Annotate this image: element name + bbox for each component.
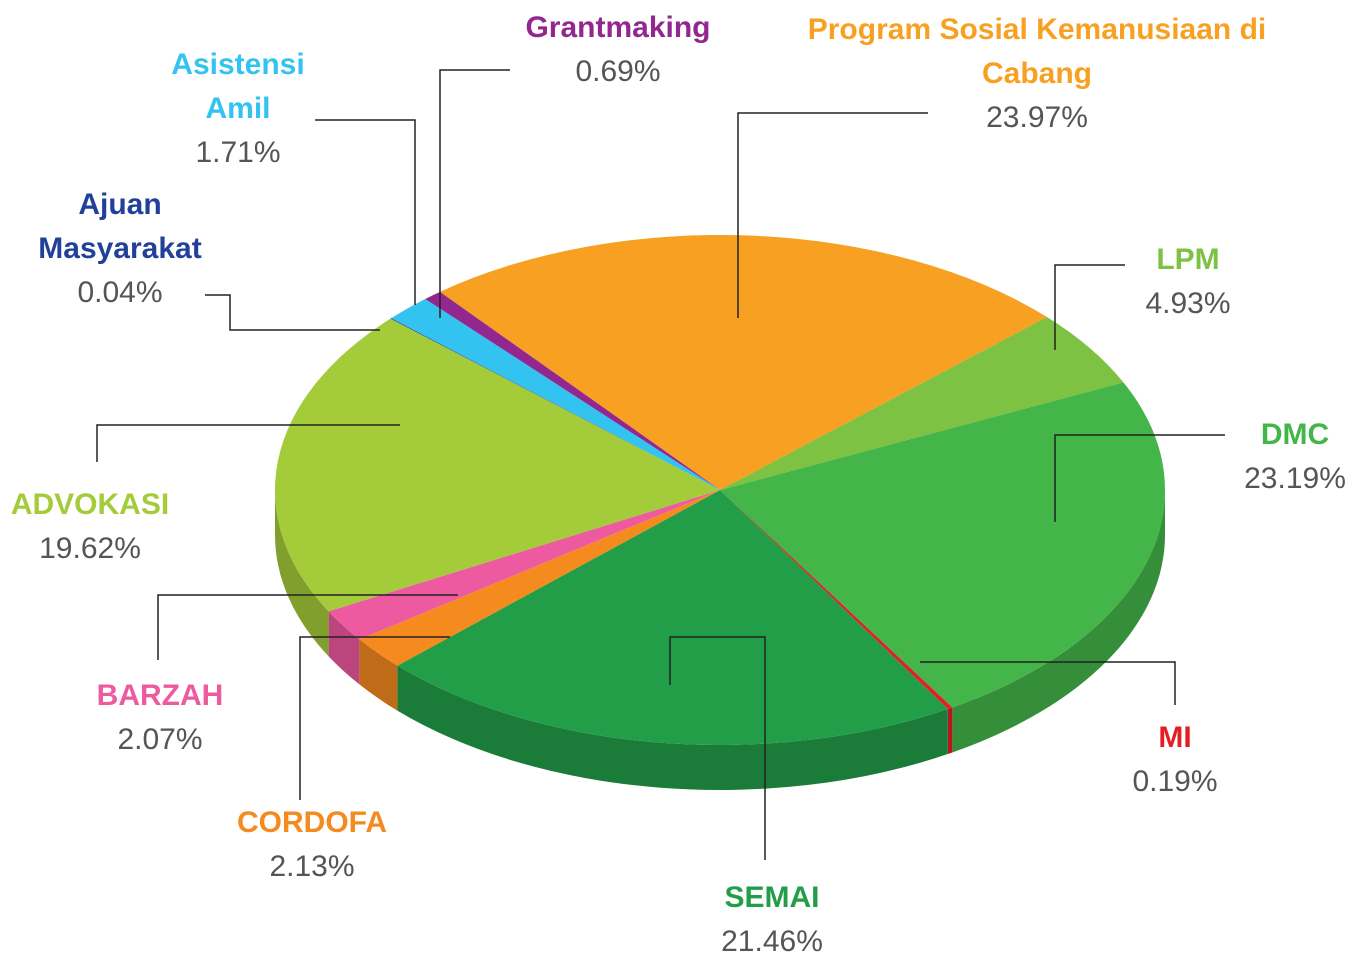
leader-line <box>737 112 928 318</box>
leader-line <box>920 661 1176 705</box>
slice <box>275 318 720 612</box>
slice <box>720 490 953 710</box>
slice-label: SEMAI 21.46% <box>672 876 872 961</box>
slice-label: CORDOFA 2.13% <box>212 801 412 889</box>
slice <box>390 318 720 490</box>
slice-label: BARZAH 2.07% <box>60 674 260 762</box>
value-label: 19.62% <box>39 532 141 565</box>
value-label: 1.71% <box>195 136 281 169</box>
value-label: 0.69% <box>575 55 661 88</box>
value-label: 2.07% <box>117 723 203 756</box>
value-label: 23.97% <box>986 101 1088 134</box>
leader-line <box>299 636 450 800</box>
leader-line <box>1054 264 1125 350</box>
value-label: 23.19% <box>1244 462 1346 495</box>
value-label: 2.13% <box>269 850 355 883</box>
slice <box>425 291 720 490</box>
category-label: Asistensi Amil <box>171 48 305 125</box>
category-label: Grantmaking <box>525 11 711 44</box>
category-label: Ajuan Masyarakat <box>38 188 202 265</box>
slice-label: Ajuan Masyarakat 0.04% <box>20 183 220 315</box>
slice-label: Program Sosial Kemanusiaan di Cabang 23.9… <box>787 8 1287 140</box>
value-label: 0.04% <box>77 276 163 309</box>
leader-line <box>96 424 400 462</box>
value-label: 0.19% <box>1132 765 1218 798</box>
category-label: BARZAH <box>96 679 224 712</box>
category-label: SEMAI <box>724 881 820 914</box>
slice-label: MI 0.19% <box>1115 716 1235 804</box>
leader-line <box>439 69 510 318</box>
value-label: 21.46% <box>721 925 823 958</box>
slice-label: ADVOKASI 19.62% <box>0 483 180 571</box>
slice-label: LPM 4.93% <box>1108 238 1268 326</box>
leader-line <box>205 294 380 331</box>
slice <box>720 317 1124 490</box>
slice-side <box>947 707 953 755</box>
slice <box>391 298 720 490</box>
slice-side <box>397 665 948 790</box>
category-label: MI <box>1158 721 1192 754</box>
leader-line <box>157 594 458 660</box>
leader-line <box>669 636 766 860</box>
slice-label: Asistensi Amil 1.71% <box>158 43 318 175</box>
leader-line <box>315 119 416 305</box>
category-label: Program Sosial Kemanusiaan di Cabang <box>807 13 1267 90</box>
slice <box>397 490 948 745</box>
slice-label: DMC 23.19% <box>1215 413 1370 501</box>
category-label: CORDOFA <box>237 806 387 839</box>
slice <box>328 490 720 640</box>
category-label: DMC <box>1260 418 1330 451</box>
category-label: LPM <box>1156 243 1220 276</box>
slice <box>439 235 1047 490</box>
category-label: ADVOKASI <box>10 488 170 521</box>
slice-side <box>275 490 329 657</box>
slice-side <box>952 490 1165 753</box>
leader-line <box>1054 434 1225 522</box>
slice-label: Grantmaking 0.69% <box>508 6 728 94</box>
slice-side <box>328 611 360 685</box>
slice-side <box>359 639 398 711</box>
value-label: 4.93% <box>1145 287 1231 320</box>
slice <box>359 490 720 666</box>
slice <box>720 382 1165 708</box>
